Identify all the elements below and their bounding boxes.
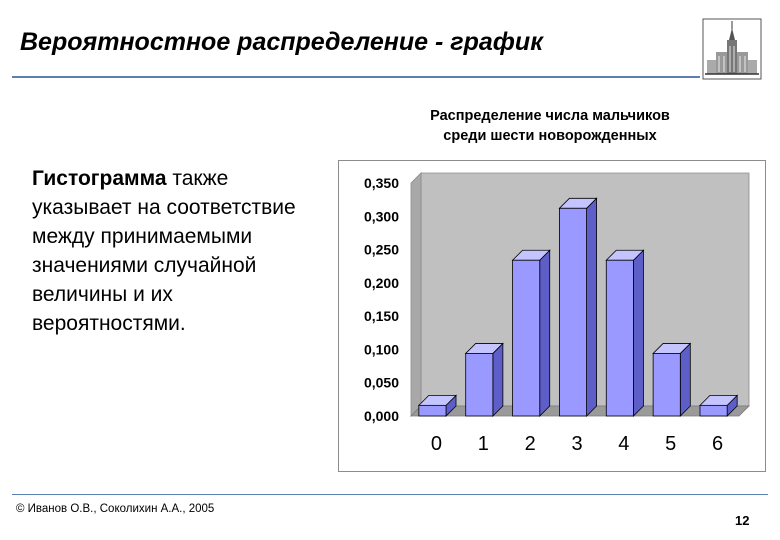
- bar-side-face: [539, 249, 551, 417]
- x-tick-label: 2: [525, 433, 536, 455]
- x-tick-label: 4: [618, 433, 629, 455]
- body-text-rest: также указывает на соответствие между пр…: [32, 167, 296, 335]
- y-tick-label: 0,350: [364, 175, 399, 191]
- bar-side-face: [633, 249, 644, 417]
- title-divider: [12, 76, 700, 78]
- chart-area: 0,350 0,300 0,250 0,200 0,150 0,100 0,050 0,000…: [338, 160, 766, 472]
- y-tick-label: 0,300: [364, 208, 399, 224]
- y-tick-label: 0,200: [364, 275, 399, 291]
- x-tick-label: 5: [665, 433, 676, 455]
- x-tick-label: 3: [571, 433, 582, 455]
- bar: [559, 207, 587, 417]
- body-text: Гистограмма также указывает на соответст…: [32, 164, 322, 338]
- y-tick-label: 0,100: [364, 341, 399, 357]
- y-tick-label: 0,000: [364, 408, 399, 424]
- y-tick-label: 0,250: [364, 242, 399, 258]
- x-tick-label: 0: [431, 433, 442, 455]
- chart-title-line-1: Распределение числа мальчиков: [430, 108, 670, 124]
- bar: [465, 353, 494, 417]
- x-tick-label: 1: [478, 433, 489, 455]
- page-number: 12: [735, 513, 750, 528]
- chart-title-line-2: среди шести новорожденных: [443, 128, 657, 144]
- bar-side-face: [492, 342, 504, 417]
- bar: [605, 259, 634, 417]
- bar-chart: 0,350 0,300 0,250 0,200 0,150 0,100 0,050 0,000…: [364, 172, 750, 455]
- bar-side-face: [586, 197, 597, 417]
- y-tick-label: 0,150: [364, 308, 399, 324]
- bar: [418, 404, 447, 417]
- slide-title: Вероятностное распределение - график: [20, 28, 543, 56]
- chart-title: Распределение числа мальчиков среди шест…: [380, 106, 720, 146]
- body-text-bold: Гистограмма: [32, 167, 167, 190]
- bar: [512, 259, 541, 417]
- bar: [652, 353, 681, 417]
- x-tick-label: 6: [712, 433, 723, 455]
- university-building-logo: [702, 18, 762, 80]
- y-tick-label: 0,050: [364, 375, 399, 391]
- chart-side-wall: [410, 172, 422, 417]
- bar-side-face: [679, 342, 691, 417]
- footer-copyright: © Иванов О.В., Соколихин А.А., 2005: [16, 503, 215, 515]
- footer-divider: [12, 494, 768, 495]
- bar: [699, 404, 728, 417]
